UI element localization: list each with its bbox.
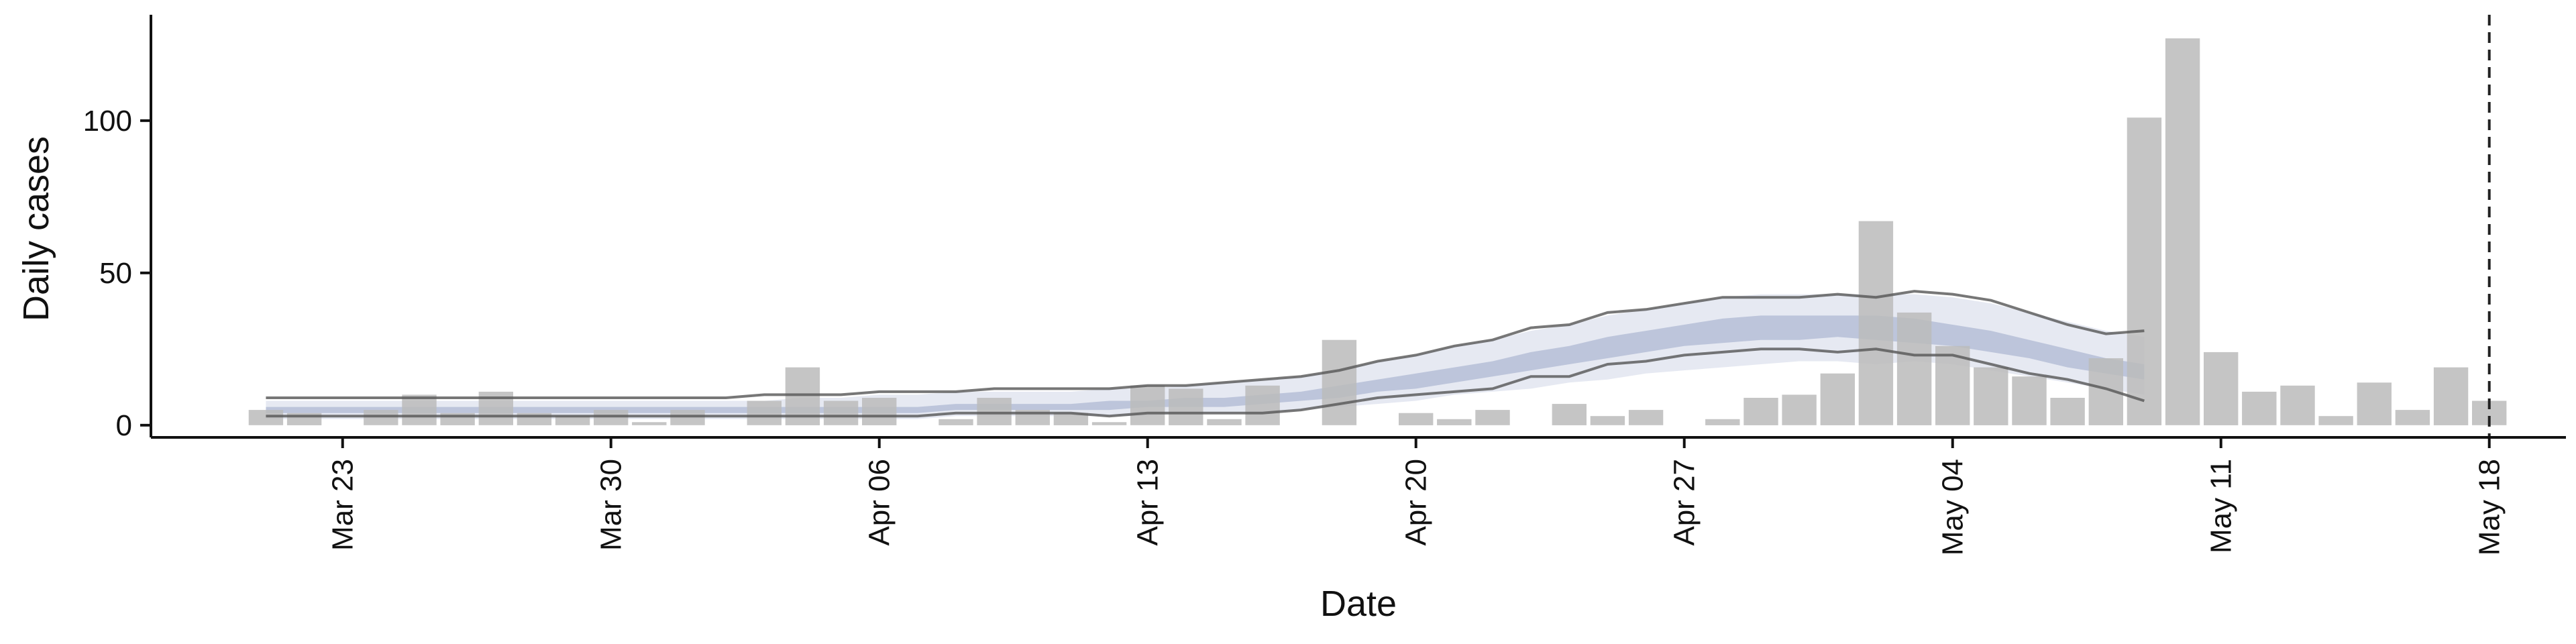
- bar-2020-05-14: [2318, 416, 2353, 425]
- line-upper: [266, 290, 2145, 399]
- x-tick-label-2020-05-18: May 18: [2473, 459, 2506, 555]
- bar-2020-04-14: [1169, 388, 1203, 425]
- bar-2020-04-21: [1437, 419, 1472, 425]
- x-tick-label-2020-04-20: Apr 20: [1400, 459, 1433, 546]
- bar-2020-05-01: [1820, 373, 1855, 425]
- x-tick-label-2020-03-30: Mar 30: [595, 459, 628, 551]
- bar-2020-05-10: [2165, 38, 2200, 425]
- x-tick-label-2020-05-04: May 04: [1937, 459, 1970, 555]
- bar-2020-04-15: [1207, 419, 1242, 425]
- bar-2020-05-02: [1858, 221, 1894, 425]
- y-tick-label-0: 0: [116, 409, 132, 442]
- bar-2020-03-25: [402, 394, 437, 425]
- x-tick-label-2020-03-23: Mar 23: [327, 459, 360, 551]
- bar-2020-03-21: [248, 410, 284, 425]
- bar-2020-04-11: [1053, 413, 1089, 425]
- bar-2020-04-03: [747, 400, 782, 425]
- bar-2020-05-11: [2204, 352, 2239, 425]
- bar-2020-04-25: [1590, 416, 1625, 425]
- bar-2020-04-09: [977, 398, 1012, 425]
- x-tick-label-2020-04-13: Apr 13: [1132, 459, 1165, 546]
- bar-2020-03-30: [594, 410, 629, 425]
- bar-2020-05-03: [1896, 312, 1932, 425]
- bar-2020-04-30: [1782, 394, 1817, 425]
- bar-2020-03-31: [632, 422, 667, 425]
- x-tick-label-2020-05-11: May 11: [2205, 459, 2238, 553]
- bar-2020-04-28: [1705, 419, 1740, 425]
- bar-2020-04-13: [1130, 385, 1165, 425]
- x-tick-label-2020-04-06: Apr 06: [863, 459, 896, 546]
- bar-2020-04-01: [670, 410, 705, 425]
- bar-2020-04-06: [862, 398, 897, 425]
- bar-2020-05-15: [2357, 382, 2392, 425]
- y-tick-label-100: 100: [83, 105, 132, 138]
- bar-2020-04-26: [1628, 410, 1664, 425]
- bar-2020-05-17: [2433, 367, 2469, 425]
- estimate-bands: [266, 294, 2145, 419]
- line-lower: [266, 347, 2145, 418]
- x-tick-label-2020-04-27: Apr 27: [1668, 459, 1701, 546]
- band-50-percent: [266, 315, 2145, 413]
- bar-2020-05-07: [2050, 398, 2085, 425]
- bar-2020-04-18: [1322, 339, 1357, 425]
- bar-2020-03-29: [555, 416, 590, 425]
- bar-2020-05-13: [2280, 385, 2315, 425]
- bar-2020-04-16: [1245, 385, 1280, 425]
- bar-2020-04-22: [1475, 410, 1510, 425]
- bar-2020-04-08: [938, 419, 973, 425]
- band-90-percent: [266, 294, 2145, 419]
- y-tick-label-50: 50: [99, 257, 132, 290]
- axes: 0 50 100 Mar 23 Mar 30 Apr 06 Apr 13 Apr 20 Apr …: [83, 15, 2566, 555]
- bar-2020-04-29: [1743, 398, 1778, 425]
- bar-2020-04-05: [823, 400, 859, 425]
- bar-2020-05-16: [2395, 410, 2430, 425]
- y-axis-title: Daily cases: [16, 136, 56, 321]
- bar-2020-05-05: [1974, 367, 2008, 425]
- estimate-lines: [266, 15, 2491, 437]
- x-axis-title: Date: [1320, 584, 1397, 624]
- bar-2020-03-24: [364, 410, 398, 425]
- bar-2020-05-09: [2127, 117, 2162, 425]
- bar-2020-04-20: [1399, 413, 1434, 425]
- bar-2020-05-12: [2242, 391, 2277, 425]
- bar-2020-05-06: [2012, 376, 2047, 425]
- bar-2020-04-12: [1091, 422, 1127, 425]
- bar-2020-04-24: [1552, 404, 1587, 425]
